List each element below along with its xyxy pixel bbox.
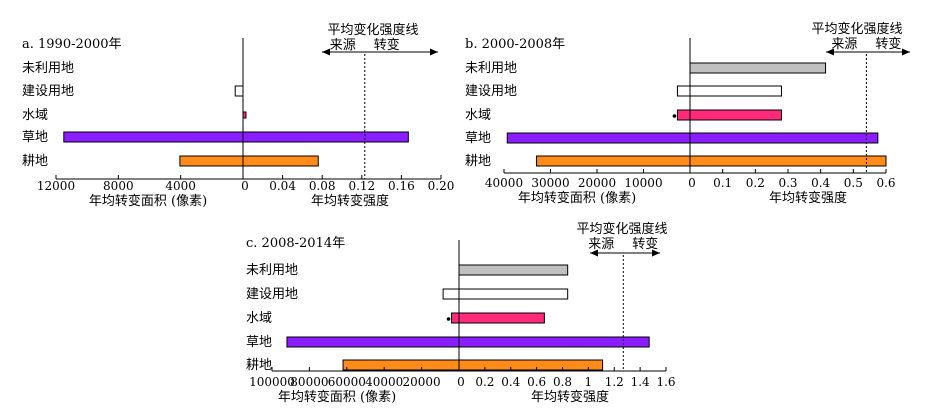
area-tick-label: 8000 <box>103 179 134 193</box>
intensity-tick-label: 0 <box>241 179 249 193</box>
category-label: 未利用地 <box>22 61 74 76</box>
intensity-line-label: 平均变化强度线 <box>811 21 902 37</box>
bar <box>689 62 827 74</box>
category-label: 耕地 <box>465 153 491 169</box>
category-label: 草地 <box>465 131 491 146</box>
water-marker-dot <box>672 114 677 118</box>
transfer-label: 转变 <box>632 236 658 252</box>
intensity-tick-label: 0.20 <box>428 179 455 193</box>
area-tick-label: 30000 <box>531 176 569 190</box>
transfer-label: 转变 <box>875 36 901 52</box>
intensity-axis-title: 年均转变强度 <box>769 190 847 206</box>
intensity-tick-label: 0.4 <box>811 176 830 190</box>
intensity-tick-label: 0.6 <box>876 176 895 190</box>
intensity-tick-label: 0.04 <box>269 179 296 193</box>
bar <box>442 288 569 300</box>
area-axis-title: 年均转变面积 (像素) <box>89 193 207 209</box>
area-axis-title: 年均转变面积 (像素) <box>518 190 636 206</box>
area-tick-label: 12000 <box>37 179 75 193</box>
area-tick-label: 4000 <box>165 179 196 193</box>
intensity-tick-label: 0 <box>688 176 696 190</box>
intensity-tick-label: 1.2 <box>605 375 624 389</box>
water-marker-dot <box>446 317 451 321</box>
intensity-axis-title: 年均转变强度 <box>531 389 609 405</box>
category-label: 草地 <box>246 335 272 350</box>
category-label: 草地 <box>22 130 48 145</box>
intensity-tick-label: 0.4 <box>501 375 520 389</box>
bar <box>342 359 604 371</box>
panel-label: c. 2008-2014年 <box>246 236 345 251</box>
area-tick-label: 40000 <box>365 375 403 389</box>
source-label: 来源 <box>588 237 614 252</box>
intensity-axis-title: 年均转变强度 <box>311 193 389 209</box>
category-label: 耕地 <box>22 153 48 169</box>
source-label: 来源 <box>330 38 356 53</box>
legend-arrow-left-head <box>826 48 834 56</box>
intensity-tick-label: 0.12 <box>348 179 375 193</box>
legend-arrow-right-head <box>652 249 660 257</box>
intensity-tick-label: 0.2 <box>475 375 494 389</box>
bar <box>234 85 244 97</box>
area-tick-label: 80000 <box>290 375 328 389</box>
intensity-tick-label: 0.3 <box>778 176 797 190</box>
intensity-tick-label: 0 <box>457 375 465 389</box>
category-label: 水域 <box>22 108 48 123</box>
transfer-label: 转变 <box>374 37 400 53</box>
bar <box>63 131 409 143</box>
bar <box>458 264 569 276</box>
intensity-tick-label: 0.08 <box>309 179 336 193</box>
panel-label: a. 1990-2000年 <box>22 37 122 52</box>
intensity-line-label: 平均变化强度线 <box>327 22 418 38</box>
category-label: 未利用地 <box>465 61 517 76</box>
panel-label: b. 2000-2008年 <box>465 37 565 52</box>
legend-arrow-right-head <box>902 48 910 56</box>
area-tick-label: 20000 <box>403 375 441 389</box>
area-tick-label: 100000 <box>249 375 295 389</box>
bar <box>506 132 879 144</box>
bar <box>179 155 319 167</box>
category-label: 建设用地 <box>22 84 74 99</box>
intensity-tick-label: 0.6 <box>527 375 546 389</box>
intensity-tick-label: 0.8 <box>553 375 572 389</box>
bar <box>676 85 782 97</box>
category-label: 建设用地 <box>465 84 517 99</box>
intensity-tick-label: 0.5 <box>844 176 863 190</box>
category-label: 耕地 <box>246 357 272 373</box>
intensity-tick-label: 1.6 <box>656 375 675 389</box>
area-tick-label: 20000 <box>578 176 616 190</box>
category-label: 水域 <box>465 108 491 123</box>
bar <box>286 336 650 348</box>
area-axis-title: 年均转变面积 (像素) <box>278 389 396 405</box>
area-tick-label: 40000 <box>485 176 523 190</box>
intensity-tick-label: 0.1 <box>713 176 732 190</box>
legend-arrow-left-head <box>590 249 598 257</box>
category-label: 建设用地 <box>246 287 298 302</box>
intensity-line-label: 平均变化强度线 <box>576 221 667 237</box>
bar <box>676 109 782 121</box>
bar <box>451 312 545 324</box>
legend-arrow-right-head <box>430 48 438 56</box>
category-label: 未利用地 <box>246 263 298 278</box>
source-label: 来源 <box>831 37 857 52</box>
intensity-tick-label: 0.2 <box>746 176 765 190</box>
intensity-tick-label: 1 <box>585 375 593 389</box>
legend-arrow-left-head <box>322 48 330 56</box>
category-label: 水域 <box>246 311 272 326</box>
bar <box>536 155 887 167</box>
intensity-tick-label: 1.4 <box>631 375 650 389</box>
area-tick-label: 10000 <box>624 176 662 190</box>
intensity-tick-label: 0.16 <box>388 179 415 193</box>
area-tick-label: 60000 <box>328 375 366 389</box>
